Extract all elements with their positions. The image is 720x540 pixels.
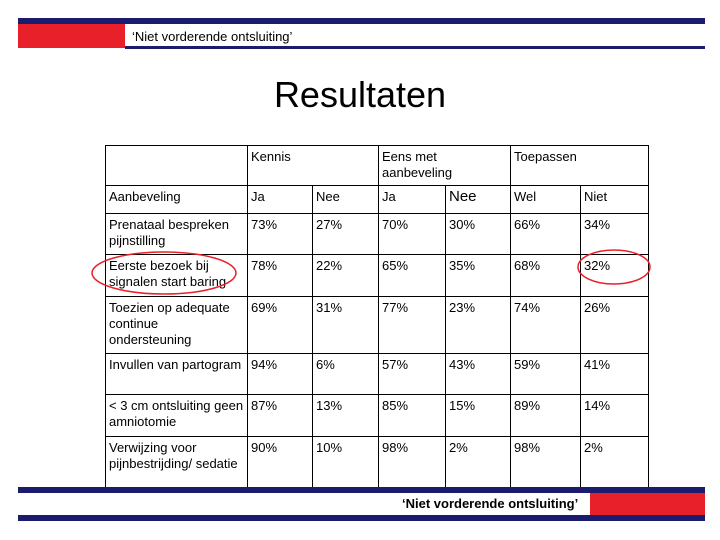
value-cell: 32% <box>580 254 649 297</box>
footer-bar <box>18 487 705 493</box>
value-cell: 77% <box>378 296 446 354</box>
header-red-block <box>18 24 125 48</box>
footer-red-block <box>590 493 705 515</box>
value-cell: 26% <box>580 296 649 354</box>
value-cell: 98% <box>510 436 581 488</box>
value-cell: 85% <box>378 394 446 437</box>
group-header: Toepassen <box>510 145 649 186</box>
column-header: Niet <box>580 185 649 214</box>
header-line <box>125 46 705 49</box>
column-header: Ja <box>378 185 446 214</box>
value-cell: 78% <box>247 254 313 297</box>
column-header: Aanbeveling <box>105 185 248 214</box>
value-cell: 34% <box>580 213 649 255</box>
value-cell: 69% <box>247 296 313 354</box>
column-header: Nee <box>445 185 511 214</box>
value-cell: 10% <box>312 436 379 488</box>
row-label: Prenataal bespreken pijnstilling <box>105 213 248 255</box>
highlight-ellipse <box>91 251 237 295</box>
value-cell: 35% <box>445 254 511 297</box>
value-cell: 66% <box>510 213 581 255</box>
value-cell: 68% <box>510 254 581 297</box>
value-cell: 15% <box>445 394 511 437</box>
value-cell: 90% <box>247 436 313 488</box>
value-cell: 43% <box>445 353 511 395</box>
header-label: ‘Niet vorderende ontsluiting’ <box>132 29 293 44</box>
value-cell: 2% <box>580 436 649 488</box>
highlight-ellipse <box>577 249 651 285</box>
group-header: Eens met aanbeveling <box>378 145 511 186</box>
value-cell: 59% <box>510 353 581 395</box>
value-cell: 87% <box>247 394 313 437</box>
table-row: Invullen van partogram 94% 6% 57% 43% 59% 41% <box>105 353 649 395</box>
row-label: Invullen van partogram <box>105 353 248 395</box>
row-label: Toezien op adequate continue ondersteuni… <box>105 296 248 354</box>
footer-bar <box>18 515 705 521</box>
header-bar <box>18 18 705 24</box>
table-row: Verwijzing voor pijnbestrijding/ sedatie… <box>105 436 649 488</box>
table-row: Eerste bezoek bij signalen start baring 7… <box>105 254 649 297</box>
value-cell: 13% <box>312 394 379 437</box>
value-cell: 41% <box>580 353 649 395</box>
table-row: Aanbeveling Ja Nee Ja Nee Wel Niet <box>105 185 649 214</box>
table-row: < 3 cm ontsluiting geen amniotomie 87% 13%… <box>105 394 649 437</box>
footer-label: ‘Niet vorderende ontsluiting’ <box>402 496 579 511</box>
slide-title: Resultaten <box>273 74 447 115</box>
empty-cell <box>105 145 248 186</box>
results-table: Kennis Eens met aanbeveling Toepassen Aanbe… <box>105 145 649 488</box>
row-label: Verwijzing voor pijnbestrijding/ sedatie <box>105 436 248 488</box>
table-row: Kennis Eens met aanbeveling Toepassen <box>105 145 649 186</box>
